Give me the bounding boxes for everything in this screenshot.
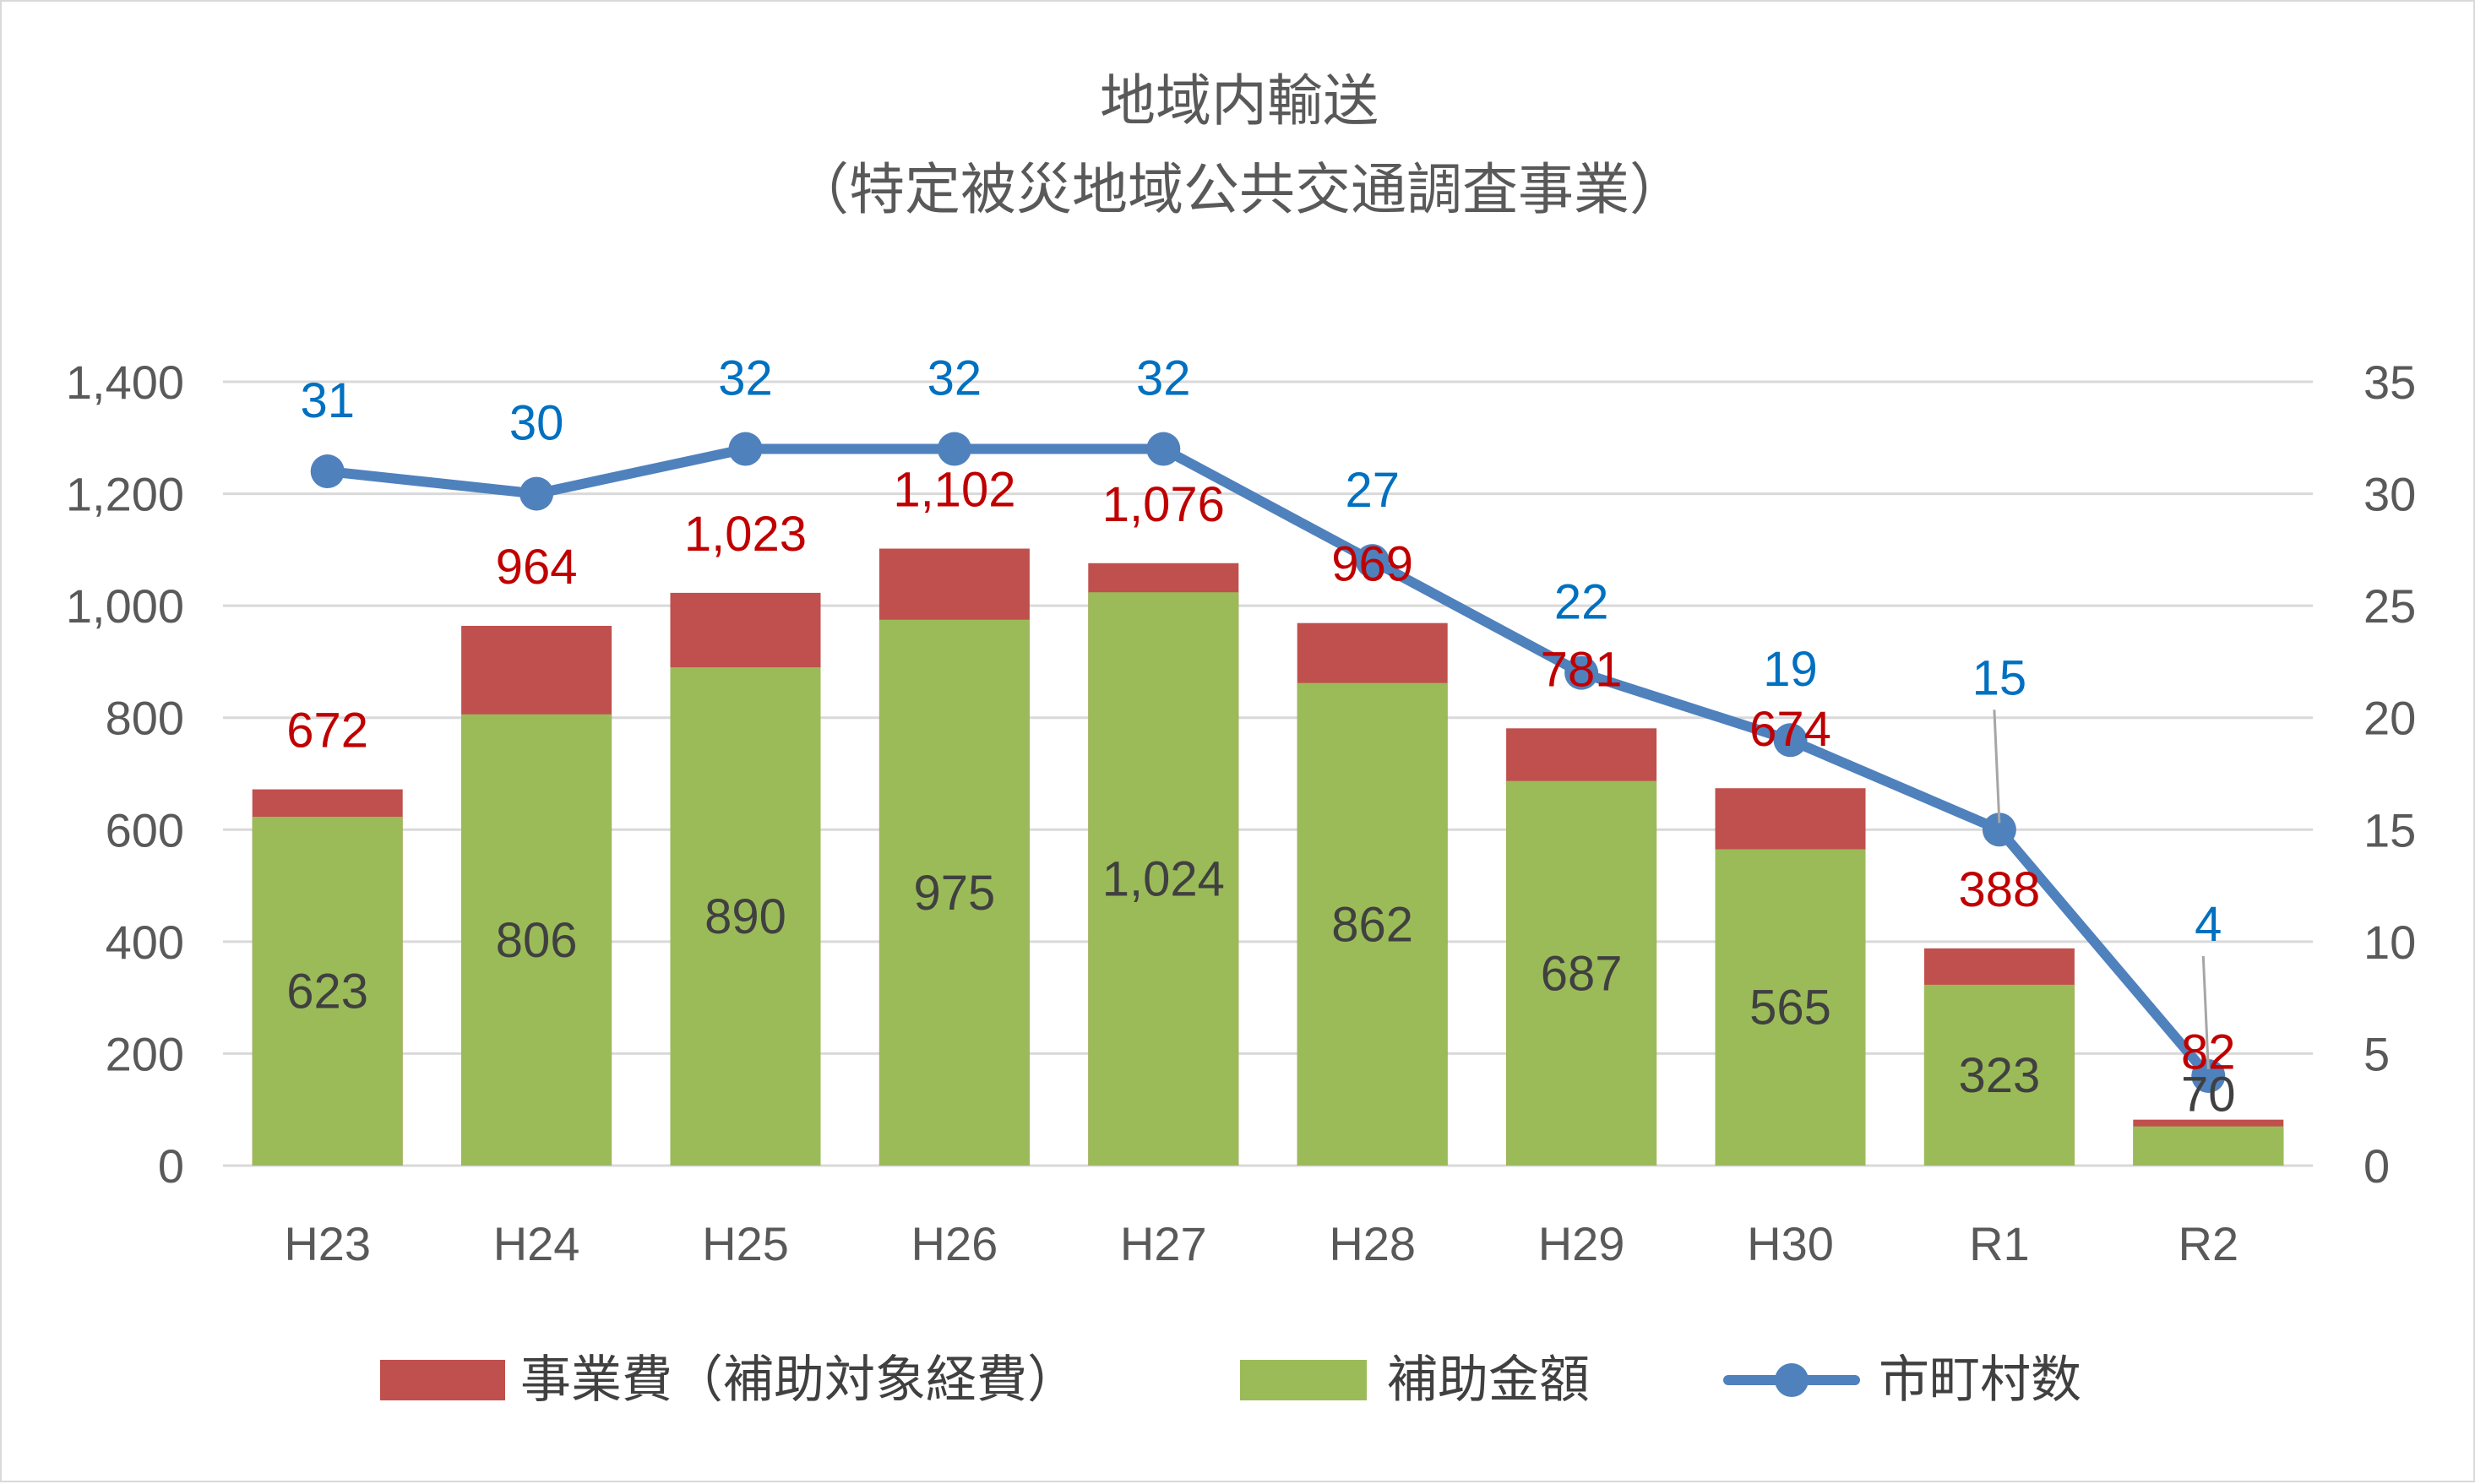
- right-axis: 0 5 10 15 20 25 30 35: [2363, 356, 2416, 1193]
- left-tick-label: 1,000: [66, 579, 184, 633]
- legend-item-subsidy[interactable]: 補助金額: [1240, 1351, 1590, 1410]
- legend-label-subsidy: 補助金額: [1387, 1351, 1590, 1410]
- count-point: [937, 432, 971, 466]
- bar-subsidy: [2133, 1126, 2284, 1166]
- count-label: 32: [718, 351, 773, 406]
- total-label: 964: [496, 540, 578, 595]
- count-point: [519, 476, 554, 511]
- category-label: H26: [911, 1217, 998, 1270]
- category-label: H27: [1120, 1217, 1207, 1270]
- bar-subsidy: [1088, 592, 1239, 1166]
- subsidy-label: 862: [1331, 897, 1413, 952]
- bar-subsidy: [878, 619, 1030, 1166]
- category-axis: H23 H24 H25 H26 H27 H28 H29 H30 R1 R2: [284, 1217, 2238, 1270]
- total-label: 1,076: [1102, 477, 1225, 532]
- count-label: 15: [1972, 650, 2027, 705]
- count-label: 30: [509, 396, 564, 451]
- left-tick-label: 1,400: [66, 356, 184, 409]
- bar-subsidy: [461, 714, 612, 1166]
- category-label: H25: [702, 1217, 789, 1270]
- count-label: 32: [927, 351, 982, 406]
- count-label: 27: [1345, 463, 1400, 518]
- total-label: 674: [1749, 702, 1831, 757]
- right-tick-label: 5: [2363, 1027, 2390, 1080]
- count-point: [310, 454, 345, 489]
- category-label: H23: [284, 1217, 371, 1270]
- right-tick-label: 30: [2363, 468, 2416, 521]
- category-label: R1: [1969, 1217, 2030, 1270]
- count-point: [728, 432, 763, 466]
- count-point: [1564, 655, 1599, 690]
- subsidy-label: 687: [1541, 946, 1623, 1001]
- subsidy-label: 323: [1959, 1048, 2041, 1103]
- count-point: [1982, 813, 2016, 847]
- count-point: [1355, 544, 1390, 579]
- category-label: H29: [1538, 1217, 1625, 1270]
- bar-subsidy: [670, 667, 821, 1166]
- count-label: 19: [1763, 642, 1818, 697]
- count-line: [310, 432, 2226, 1093]
- legend-swatch-total: [380, 1360, 505, 1400]
- category-label: H24: [493, 1217, 580, 1270]
- legend-marker-count: [1775, 1363, 1809, 1397]
- total-label: 969: [1331, 537, 1413, 592]
- subsidy-label: 565: [1749, 981, 1831, 1036]
- category-label: R2: [2179, 1217, 2239, 1270]
- right-tick-label: 15: [2363, 803, 2416, 856]
- right-tick-label: 10: [2363, 916, 2416, 969]
- right-tick-label: 0: [2363, 1139, 2390, 1193]
- right-tick-label: 35: [2363, 356, 2416, 409]
- count-label: 32: [1136, 351, 1191, 406]
- chart-title: 地域内輸送: [1100, 68, 1379, 133]
- total-label: 672: [286, 704, 368, 758]
- total-label: 388: [1959, 862, 2041, 917]
- left-tick-label: 600: [106, 803, 184, 856]
- left-tick-label: 400: [106, 916, 184, 969]
- right-tick-label: 20: [2363, 692, 2416, 745]
- count-point: [1773, 723, 1808, 758]
- bar-subsidy: [1715, 849, 1866, 1166]
- chart-subtitle: （特定被災地域公共交通調査事業）: [793, 157, 1685, 222]
- subsidy-label: 623: [286, 965, 368, 1019]
- count-leader-line: [2201, 955, 2210, 1070]
- left-tick-label: 1,200: [66, 468, 184, 521]
- legend-label-total: 事業費（補助対象経費）: [520, 1351, 1078, 1410]
- legend-label-count: 市町村数: [1879, 1351, 2081, 1410]
- count-point: [1146, 432, 1181, 466]
- total-label: 781: [1541, 642, 1623, 697]
- count-label: 22: [1554, 575, 1609, 630]
- subsidy-label: 890: [704, 889, 786, 944]
- left-tick-label: 0: [158, 1139, 184, 1193]
- total-label: 1,102: [893, 463, 1015, 518]
- bar-subsidy: [252, 817, 403, 1166]
- count-line-path: [322, 443, 2214, 1081]
- category-label: H28: [1329, 1217, 1416, 1270]
- left-axis: 0 200 400 600 800 1,000 1,200 1,400: [66, 356, 184, 1193]
- subsidy-label: 70: [2181, 1068, 2236, 1123]
- bar-subsidy: [1923, 984, 2075, 1166]
- subsidy-label: 975: [914, 866, 996, 921]
- legend-item-total[interactable]: 事業費（補助対象経費）: [380, 1351, 1078, 1410]
- left-tick-label: 200: [106, 1027, 184, 1080]
- subsidy-label: 1,024: [1102, 852, 1225, 907]
- left-tick-label: 800: [106, 692, 184, 745]
- bars: [252, 548, 2284, 1166]
- category-label: H30: [1747, 1217, 1834, 1270]
- legend-swatch-subsidy: [1240, 1360, 1367, 1400]
- count-leader-line: [1993, 709, 2001, 824]
- count-point: [2191, 1058, 2226, 1093]
- subsidy-label: 806: [496, 913, 578, 968]
- count-label: 31: [300, 373, 355, 428]
- legend-item-count[interactable]: 市町村数: [1723, 1351, 2081, 1410]
- legend: 事業費（補助対象経費） 補助金額 市町村数: [380, 1351, 2081, 1410]
- right-tick-label: 25: [2363, 579, 2416, 633]
- bar-subsidy: [1297, 682, 1448, 1166]
- total-label: 1,023: [684, 507, 807, 562]
- count-label: 4: [2195, 897, 2222, 952]
- bar-subsidy: [1506, 780, 1657, 1166]
- data-labels: 623 806 890 975 1,024 862 687 565 323 70 672 964 1,0…: [286, 351, 2235, 1123]
